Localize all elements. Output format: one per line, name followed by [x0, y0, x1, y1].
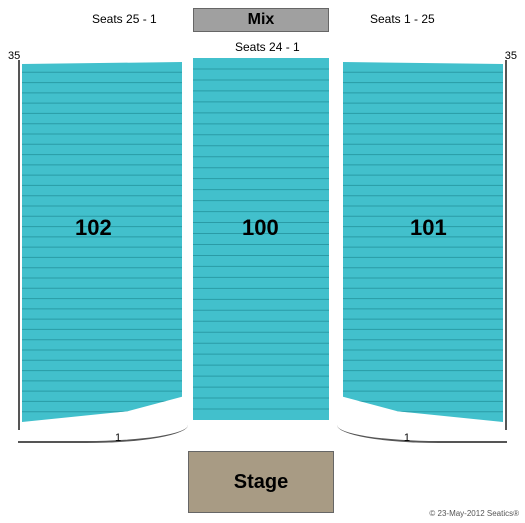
outline-right-vertical: [505, 60, 507, 430]
section-label-100: 100: [242, 215, 279, 241]
outline-right-curve: [337, 425, 507, 443]
copyright-text: © 23-May-2012 Seatics®: [429, 509, 519, 518]
section-102[interactable]: [22, 62, 182, 422]
seats-label-top-right: Seats 1 - 25: [370, 12, 435, 26]
row-lines-101: [343, 62, 503, 422]
outline-left-curve: [18, 425, 188, 443]
row-label-1-right: 1: [404, 432, 410, 444]
stage-box: Stage: [188, 451, 334, 513]
row-lines-102: [22, 62, 182, 422]
section-label-101: 101: [410, 215, 447, 241]
mix-label: Mix: [248, 11, 275, 29]
seats-label-center: Seats 24 - 1: [235, 40, 300, 54]
seats-label-top-left: Seats 25 - 1: [92, 12, 157, 26]
section-label-102: 102: [75, 215, 112, 241]
stage-label: Stage: [234, 471, 288, 494]
mix-box: Mix: [193, 8, 329, 32]
seating-chart: Seats 25 - 1 Mix Seats 1 - 25 Seats 24 -…: [0, 0, 525, 523]
section-101[interactable]: [343, 62, 503, 422]
row-label-1-left: 1: [115, 432, 121, 444]
outline-left-vertical: [18, 60, 20, 430]
